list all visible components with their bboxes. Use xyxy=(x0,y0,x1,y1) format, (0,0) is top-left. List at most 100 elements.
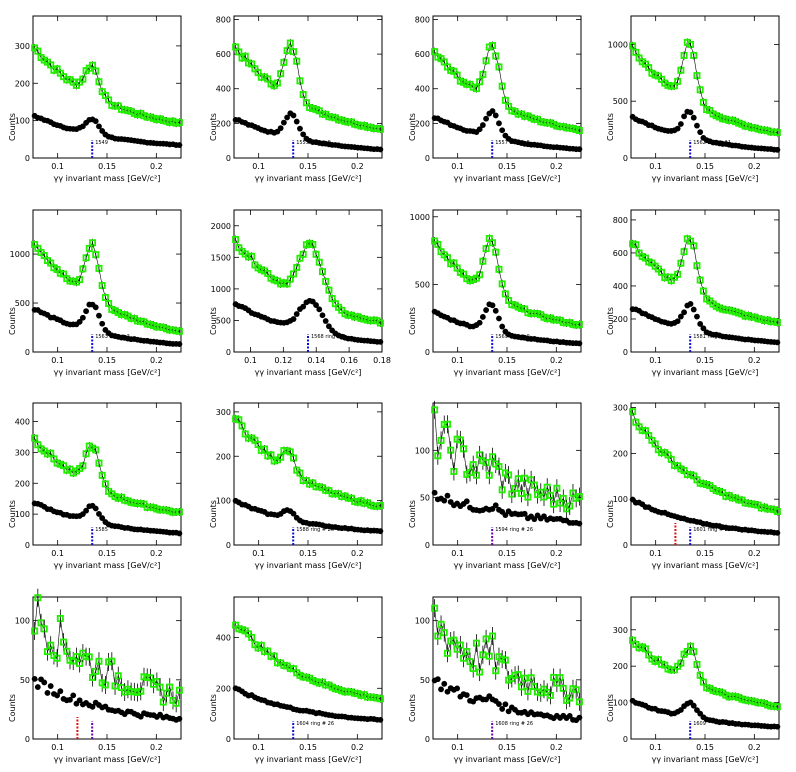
green-point xyxy=(166,683,174,691)
green-point xyxy=(482,635,490,643)
green-point xyxy=(566,502,574,510)
green-point xyxy=(63,647,71,655)
black-point xyxy=(280,119,287,126)
black-point xyxy=(476,319,483,326)
black-point xyxy=(316,306,323,313)
green-point xyxy=(693,262,701,270)
green-connector xyxy=(63,641,68,652)
black-point xyxy=(300,131,307,138)
green-point xyxy=(277,70,285,78)
green-point xyxy=(641,645,649,653)
black-point xyxy=(492,112,499,119)
y-tick-label: 400 xyxy=(216,634,231,643)
y-tick-label: 200 xyxy=(216,452,231,461)
green-point xyxy=(553,484,561,492)
black-point xyxy=(41,679,48,686)
marker-label: 1563 ring # 2 xyxy=(95,334,130,340)
green-point xyxy=(482,57,490,65)
y-tick-label: 50 xyxy=(420,676,430,685)
x-tick-label: 0.2 xyxy=(150,356,163,365)
y-axis-label: Counts xyxy=(606,307,615,335)
green-point xyxy=(159,698,167,706)
green-point xyxy=(476,78,484,86)
green-point xyxy=(575,127,583,135)
green-point xyxy=(111,682,119,690)
green-point xyxy=(95,78,103,86)
y-tick-label: 400 xyxy=(216,85,231,94)
black-point xyxy=(576,714,583,721)
black-point xyxy=(499,706,506,712)
black-point xyxy=(297,125,303,132)
green-connector xyxy=(299,472,304,481)
chart-panel-1: 0.1 0.15 0.2 0 100 200 300 γγ invariant mass [G… xyxy=(8,15,183,183)
black-point xyxy=(92,505,99,512)
green-point xyxy=(296,77,304,85)
x-tick-label: 0.2 xyxy=(550,162,563,171)
green-point xyxy=(501,656,509,664)
green-point xyxy=(495,265,503,273)
x-tick-label: 0.15 xyxy=(98,549,116,558)
marker-label: 1601 ring # 21 xyxy=(693,527,731,533)
x-tick-label: 0.15 xyxy=(498,162,516,171)
green-point xyxy=(566,694,574,702)
black-point xyxy=(489,302,496,309)
x-tick-label: 0.1 xyxy=(451,743,464,752)
x-tick-label: 0.1 xyxy=(649,743,662,752)
green-point xyxy=(476,668,484,676)
black-point xyxy=(576,340,583,347)
x-tick-label: 0.15 xyxy=(98,162,116,171)
green-point xyxy=(472,471,480,479)
marker-label: 1562 ring # 11 xyxy=(693,140,731,146)
x-axis-label: γγ invariant mass [GeV/c²] xyxy=(255,174,362,183)
y-tick-label: 100 xyxy=(613,699,628,708)
green-connector xyxy=(498,466,503,490)
marker-label: 1588 ring # 26 xyxy=(296,527,334,533)
green-point xyxy=(318,268,326,276)
green-point xyxy=(677,259,685,267)
x-axis-label: γγ invariant mass [GeV/c²] xyxy=(652,561,759,570)
chart-panel-5: 0.1 0.15 0.2 0 500 1000 γγ invariant mass [GeV… xyxy=(8,209,183,377)
green-connector xyxy=(82,70,87,80)
black-point xyxy=(502,512,509,519)
green-connector xyxy=(485,238,490,249)
x-tick-label: 0.2 xyxy=(351,743,364,752)
black-point xyxy=(690,306,697,313)
green-point xyxy=(482,458,490,466)
y-tick-label: 1000 xyxy=(608,40,628,49)
green-connector xyxy=(479,74,484,82)
green-point xyxy=(690,51,698,59)
black-point xyxy=(496,315,502,322)
green-point xyxy=(286,39,294,47)
y-tick-label: 300 xyxy=(15,42,30,51)
y-tick-label: 300 xyxy=(613,626,628,635)
green-point xyxy=(498,486,506,494)
x-axis-label: γγ invariant mass [GeV/c²] xyxy=(54,368,161,377)
green-connector xyxy=(251,637,256,645)
x-tick-label: 0.1 xyxy=(649,162,662,171)
black-point xyxy=(489,108,496,114)
green-connector xyxy=(476,643,480,673)
green-connector xyxy=(302,244,307,255)
green-point xyxy=(450,636,458,644)
x-tick-label: 0.1 xyxy=(51,549,64,558)
black-point xyxy=(499,127,506,134)
black-point xyxy=(677,313,684,320)
x-tick-label: 0.15 xyxy=(498,549,516,558)
y-tick-label: 50 xyxy=(420,494,430,503)
green-point xyxy=(273,79,281,87)
green-point xyxy=(95,657,103,665)
y-tick-label: 0 xyxy=(623,541,628,550)
black-point xyxy=(774,723,781,730)
chart-panel-4: 0.1 0.15 0.2 0 500 1000 γγ invariant mass [GeV… xyxy=(606,15,781,183)
y-tick-label: 1000 xyxy=(410,213,430,222)
green-point xyxy=(92,67,100,75)
chart-panel-8: 0.1 0.15 0.2 0 200 400 600 800 γγ invariant mass… xyxy=(606,209,781,377)
green-point xyxy=(31,434,39,442)
green-point xyxy=(146,674,154,682)
x-tick-label: 0.2 xyxy=(550,743,563,752)
y-axis-label: Counts xyxy=(408,500,417,528)
black-point xyxy=(319,312,326,319)
green-point xyxy=(479,651,487,659)
green-point xyxy=(248,633,256,641)
green-connector xyxy=(437,244,442,252)
